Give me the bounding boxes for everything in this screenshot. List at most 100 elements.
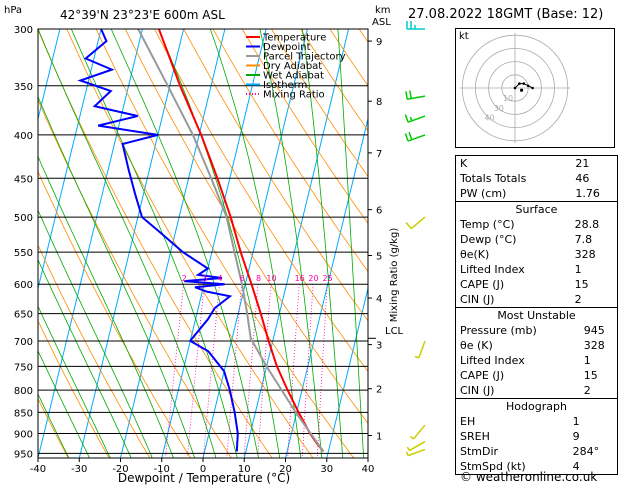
index-label: CIN (J) xyxy=(460,293,495,306)
pressure-tick-label: 400 xyxy=(14,131,33,142)
wind-barb-flag xyxy=(404,114,409,123)
wind-barb-flag xyxy=(404,133,409,142)
temperature-tick-label: -30 xyxy=(71,464,87,475)
index-value: 945 xyxy=(583,324,605,337)
series-dewpoint xyxy=(77,29,239,452)
pressure-tick-label: 950 xyxy=(14,449,33,460)
index-row-k: K 21 xyxy=(456,156,617,171)
wind-barb xyxy=(404,131,426,142)
wind-barb xyxy=(404,114,426,123)
surface-title: Surface xyxy=(456,201,617,217)
index-value: 328 xyxy=(574,248,596,261)
wind-barb-flag xyxy=(408,131,413,140)
hodograph-point xyxy=(526,84,530,88)
index-value: 28.8 xyxy=(574,218,600,231)
temperature-tick-label: 10 xyxy=(238,464,251,475)
pressure-unit-label: hPa xyxy=(4,5,22,16)
index-value: 328 xyxy=(583,339,605,352)
copyright-footer[interactable]: © weatheronline.co.uk xyxy=(460,470,598,484)
wind-barb-staff xyxy=(418,340,426,359)
index-label: θe(K) xyxy=(460,248,490,261)
km-tick-label: 3 xyxy=(376,341,382,352)
wind-barbs xyxy=(404,21,426,457)
wind-barb-staff xyxy=(412,424,426,440)
dry-adiabat-line xyxy=(271,29,368,178)
mixing-ratio-tick-label: 2 xyxy=(182,274,187,283)
index-row-pw: PW (cm) 1.76 xyxy=(456,186,617,201)
mixing-ratio-tick-label: 10 xyxy=(266,274,276,283)
pressure-tick-label: 450 xyxy=(14,174,33,185)
wind-barb-staff xyxy=(410,216,426,230)
index-value: 21 xyxy=(575,157,590,170)
mixing-ratio-line xyxy=(302,284,314,458)
temperature-tick-label: 40 xyxy=(362,464,375,475)
hodograph-point xyxy=(513,86,517,90)
index-label: θe (K) xyxy=(460,339,493,352)
legend-label: Isotherm xyxy=(263,80,307,91)
index-label: SREH xyxy=(460,430,490,443)
asl-label: ASL xyxy=(372,17,391,28)
wind-barb-flag xyxy=(409,435,414,440)
dry-adiabat-line xyxy=(38,98,232,458)
pressure-tick-label: 350 xyxy=(14,82,33,93)
series-parcel-trajectory xyxy=(137,29,325,452)
dry-adiabat-line xyxy=(241,29,368,225)
hodograph-ring-label: 30 xyxy=(494,104,504,113)
most-unstable-table: Pressure (mb) 945 θe (K) 328 Lifted Index 1… xyxy=(456,323,617,398)
wind-barb-flag xyxy=(406,446,411,451)
legend-label: Parcel Trajectory xyxy=(263,52,346,63)
hodograph-table: EH 1 SREH 9 StmDir 284° StmSpd (kt) 4 xyxy=(456,414,617,474)
hodograph-unit-label: kt xyxy=(459,31,469,42)
index-value: 284° xyxy=(572,445,600,458)
hodograph-point xyxy=(531,86,534,90)
index-label: PW (cm) xyxy=(460,187,507,200)
isotherm-line xyxy=(161,29,267,458)
legend-label: Dewpoint xyxy=(263,42,311,53)
isotherm-line xyxy=(38,29,102,291)
pressure-tick-label: 650 xyxy=(14,310,33,321)
dry-adiabat-line xyxy=(38,170,191,458)
km-tick-label: 4 xyxy=(376,294,382,305)
dry-adiabat-line xyxy=(38,397,69,458)
mixing-ratio-axis-label: Mixing Ratio (g/kg) xyxy=(389,228,400,323)
mixing-ratio-tick-label: 16 xyxy=(295,274,305,283)
index-value: 2 xyxy=(583,384,591,397)
surface-table: Temp (°C) 28.8 Dewp (°C) 7.8 θe(K) 328 Lift… xyxy=(456,217,617,307)
index-value: 15 xyxy=(574,278,589,291)
index-value: 4 xyxy=(572,460,580,473)
index-label: CAPE (J) xyxy=(460,369,505,382)
hodograph-ring-label: 40 xyxy=(484,114,494,123)
isotherm-line xyxy=(326,286,368,458)
mixing-ratio-line xyxy=(316,284,328,458)
lcl-label: LCL xyxy=(385,326,404,337)
index-value: 1 xyxy=(583,354,591,367)
pressure-tick-label: 700 xyxy=(14,337,33,348)
temperature-tick-label: -10 xyxy=(154,464,170,475)
dry-adiabat-line xyxy=(183,29,368,322)
mixing-ratio-tick-label: 4 xyxy=(218,274,223,283)
pressure-tick-label: 900 xyxy=(14,430,33,441)
wind-barb-staff xyxy=(407,448,426,457)
datetime-label: 27.08.2022 18GMT (Base: 12) xyxy=(408,7,604,22)
index-value: 1.76 xyxy=(575,187,600,200)
index-value: 9 xyxy=(572,430,580,443)
indices-panel: K 21 Totals Totals 46 PW (cm) 1.76 Surfa… xyxy=(455,155,618,475)
hodograph-point xyxy=(522,82,526,85)
temperature-tick-label: -20 xyxy=(112,464,128,475)
mixing-ratio-line xyxy=(243,284,259,458)
temperature-tick-label: 0 xyxy=(200,464,206,475)
index-value: 15 xyxy=(583,369,598,382)
hodograph-point xyxy=(518,82,521,85)
pressure-tick-label: 850 xyxy=(14,408,33,419)
index-row-totals: Totals Totals 46 xyxy=(456,171,617,186)
wind-barb-staff xyxy=(407,115,426,123)
index-label: EH xyxy=(460,415,476,428)
mixing-ratio-line xyxy=(187,284,205,458)
mixing-ratio-tick-label: 20 xyxy=(308,274,318,283)
wind-barb-flag xyxy=(409,90,412,99)
isotherm-line xyxy=(38,29,143,458)
mixing-ratio-labels: 2 3 4 6 8 10 16 20 25 xyxy=(182,274,333,283)
pressure-tick-label: 800 xyxy=(14,386,33,397)
km-tick-label: 9 xyxy=(376,37,382,48)
